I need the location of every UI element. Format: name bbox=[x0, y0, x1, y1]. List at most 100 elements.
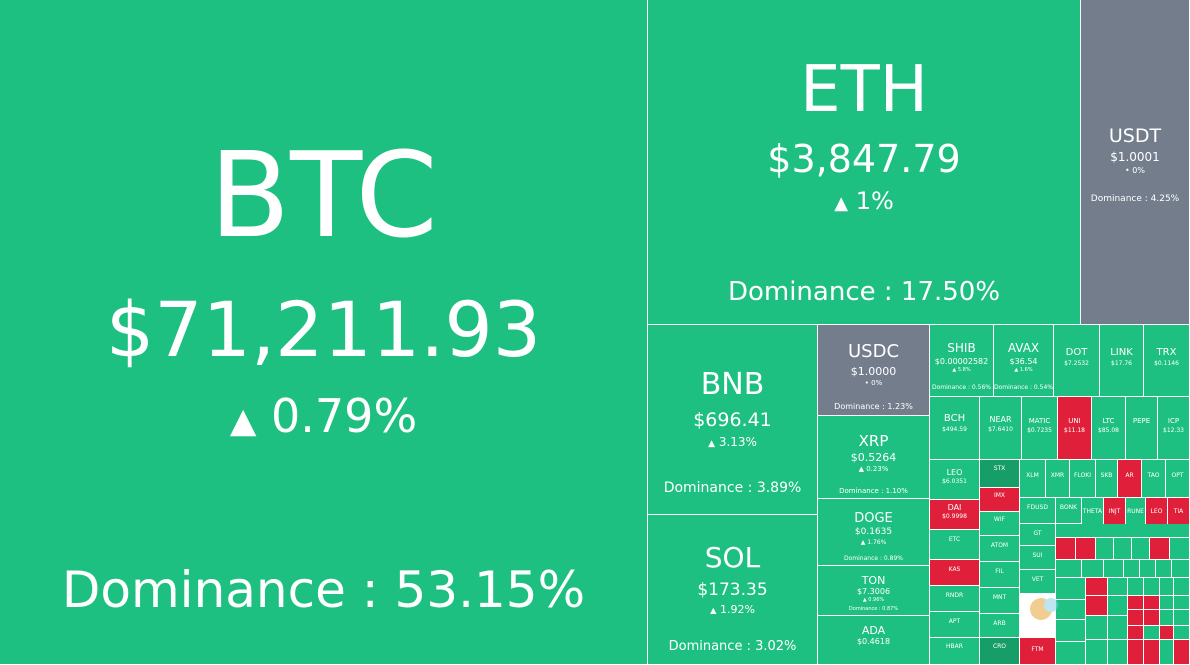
tile-avax[interactable]: AVAX $36.54 ▲ 1.6% Dominance : 0.54% bbox=[994, 325, 1054, 397]
tile-apt[interactable]: APT bbox=[930, 612, 980, 638]
tile-rndr[interactable]: RNDR bbox=[930, 586, 980, 612]
tile-minor[interactable] bbox=[1056, 538, 1076, 560]
tile-matic[interactable]: MATIC $0.7235 bbox=[1022, 397, 1058, 460]
tile-btc[interactable]: BTC $71,211.93 ▲ 0.79% Dominance : 53.15… bbox=[0, 0, 648, 665]
tile-minor[interactable] bbox=[1056, 578, 1086, 600]
tile-minor[interactable] bbox=[1132, 538, 1150, 560]
tile-sol[interactable]: SOL $173.35 ▲ 1.92% Dominance : 3.02% bbox=[648, 515, 818, 665]
tile-minor[interactable] bbox=[1128, 640, 1144, 665]
tile-icp[interactable]: ICP $12.33 bbox=[1158, 397, 1190, 460]
tile-minor[interactable] bbox=[1086, 616, 1108, 640]
tile-minor[interactable] bbox=[1108, 640, 1128, 665]
tile-minor[interactable] bbox=[1144, 610, 1160, 626]
tile-minor[interactable] bbox=[1144, 578, 1160, 596]
tile-minor[interactable] bbox=[1160, 610, 1174, 626]
tile-minor[interactable] bbox=[1160, 596, 1174, 610]
tile-bnb[interactable]: BNB $696.41 ▲ 3.13% Dominance : 3.89% bbox=[648, 325, 818, 515]
coin-change: ▲ 0.23% bbox=[858, 465, 889, 473]
tile-minor[interactable] bbox=[1140, 560, 1156, 578]
tile-minor[interactable] bbox=[1174, 626, 1190, 640]
tile-stx[interactable]: STX bbox=[980, 460, 1020, 488]
tile-mnt[interactable]: MNT bbox=[980, 588, 1020, 614]
tile-xlm[interactable]: XLM bbox=[1020, 460, 1046, 498]
tile-minor[interactable] bbox=[1160, 626, 1174, 640]
tile-minor[interactable] bbox=[1108, 596, 1128, 616]
tile-minor[interactable] bbox=[1056, 620, 1086, 642]
tile-minor[interactable] bbox=[1096, 538, 1114, 560]
tile-sui[interactable]: SUI bbox=[1020, 546, 1056, 570]
tile-bch[interactable]: BCH $494.59 bbox=[930, 397, 980, 460]
tile-minor[interactable] bbox=[1150, 538, 1170, 560]
tile-ton[interactable]: TON $7.3006 ▲ 0.96% Dominance : 0.87% bbox=[818, 566, 930, 616]
tile-kas[interactable]: KAS bbox=[930, 560, 980, 586]
tile-minor[interactable] bbox=[1108, 578, 1128, 596]
tile-trx[interactable]: TRX $0.1146 bbox=[1144, 325, 1190, 397]
tile-link[interactable]: LINK $17.76 bbox=[1100, 325, 1144, 397]
tile-skb[interactable]: SKB bbox=[1096, 460, 1118, 498]
tile-fil[interactable]: FIL bbox=[980, 562, 1020, 588]
tile-usdt[interactable]: USDT $1.0001 • 0% Dominance : 4.25% bbox=[1081, 0, 1190, 325]
tile-minor[interactable] bbox=[1160, 640, 1174, 665]
tile-dai[interactable]: DAI $0.9998 bbox=[930, 500, 980, 530]
tile-eth[interactable]: ETH $3,847.79 ▲ 1% Dominance : 17.50% bbox=[648, 0, 1081, 325]
tile-minor[interactable] bbox=[1144, 640, 1160, 665]
tile-minor[interactable] bbox=[1128, 596, 1144, 610]
tile-minor[interactable] bbox=[1174, 578, 1190, 596]
tile-arb[interactable]: ARB bbox=[980, 614, 1020, 638]
tile-minor[interactable] bbox=[1108, 616, 1128, 640]
tile-wif[interactable]: WIF bbox=[980, 512, 1020, 536]
tile-tao[interactable]: TAO bbox=[1142, 460, 1166, 498]
tile-doge[interactable]: DOGE $0.1635 ▲ 1.76% Dominance : 0.89% bbox=[818, 499, 930, 566]
tile-floki[interactable]: FLOKI bbox=[1070, 460, 1096, 498]
tile-minor[interactable] bbox=[1104, 560, 1124, 578]
tile-shib[interactable]: SHIB $0.00002582 ▲ 5.8% Dominance : 0.56… bbox=[930, 325, 994, 397]
tile-dot[interactable]: DOT $7.2532 bbox=[1054, 325, 1100, 397]
tile-leo[interactable]: LEO $6.0351 bbox=[930, 460, 980, 500]
tile-imx[interactable]: IMX bbox=[980, 488, 1020, 512]
tile-minor[interactable] bbox=[1056, 524, 1190, 538]
tile-minor[interactable] bbox=[1056, 600, 1086, 620]
tile-minor[interactable] bbox=[1156, 560, 1172, 578]
tile-ar[interactable]: AR bbox=[1118, 460, 1142, 498]
tile-minor[interactable] bbox=[1174, 640, 1190, 665]
tile-gt[interactable]: GT bbox=[1020, 524, 1056, 546]
tile-atom[interactable]: ATOM bbox=[980, 536, 1020, 562]
tile-minor[interactable] bbox=[1174, 596, 1190, 610]
tile-ltc[interactable]: LTC $85.08 bbox=[1092, 397, 1126, 460]
up-arrow-icon: ▲ bbox=[1014, 367, 1019, 373]
tile-minor[interactable] bbox=[1056, 560, 1082, 578]
tile-bonk[interactable]: BONK bbox=[1056, 498, 1082, 524]
coin-symbol: ETC bbox=[948, 536, 961, 543]
tile-opt[interactable]: OPT bbox=[1166, 460, 1190, 498]
tile-minor[interactable] bbox=[1128, 578, 1144, 596]
tile-etc[interactable]: ETC bbox=[930, 530, 980, 560]
tile-usdc[interactable]: USDC $1.0000 • 0% Dominance : 1.23% bbox=[818, 325, 930, 416]
tile-minor[interactable] bbox=[1086, 596, 1108, 616]
tile-minor[interactable] bbox=[1086, 578, 1108, 596]
tile-minor[interactable] bbox=[1076, 538, 1096, 560]
tile-minor[interactable] bbox=[1128, 626, 1144, 640]
tile-minor[interactable] bbox=[1086, 640, 1108, 665]
tile-minor[interactable] bbox=[1172, 560, 1190, 578]
tile-fdusd[interactable]: FDUSD bbox=[1020, 498, 1056, 524]
tile-vet[interactable]: VET bbox=[1020, 570, 1056, 594]
tile-minor[interactable] bbox=[1056, 642, 1086, 665]
tile-minor[interactable] bbox=[1144, 626, 1160, 640]
tile-ftm[interactable]: FTM bbox=[1020, 638, 1056, 665]
tile-minor[interactable] bbox=[1144, 596, 1160, 610]
tile-hbar[interactable]: HBAR bbox=[930, 638, 980, 665]
tile-pepe[interactable]: PEPE bbox=[1126, 397, 1158, 460]
tile-xrp[interactable]: XRP $0.5264 ▲ 0.23% Dominance : 1.10% bbox=[818, 416, 930, 499]
tile-minor[interactable] bbox=[1128, 610, 1144, 626]
tile-near[interactable]: NEAR $7.6410 bbox=[980, 397, 1022, 460]
tile-ada[interactable]: ADA $0.4618 bbox=[818, 616, 930, 665]
tile-xmr[interactable]: XMR bbox=[1046, 460, 1070, 498]
tile-minor[interactable] bbox=[1114, 538, 1132, 560]
tile-minor[interactable] bbox=[1170, 538, 1190, 560]
tile-minor[interactable] bbox=[1124, 560, 1140, 578]
tile-minor[interactable] bbox=[1174, 610, 1190, 626]
tile-uni[interactable]: UNI $11.18 bbox=[1058, 397, 1092, 460]
tile-minor[interactable] bbox=[1082, 560, 1104, 578]
tile-minor[interactable] bbox=[1160, 578, 1174, 596]
tile-cro[interactable]: CRO bbox=[980, 638, 1020, 665]
